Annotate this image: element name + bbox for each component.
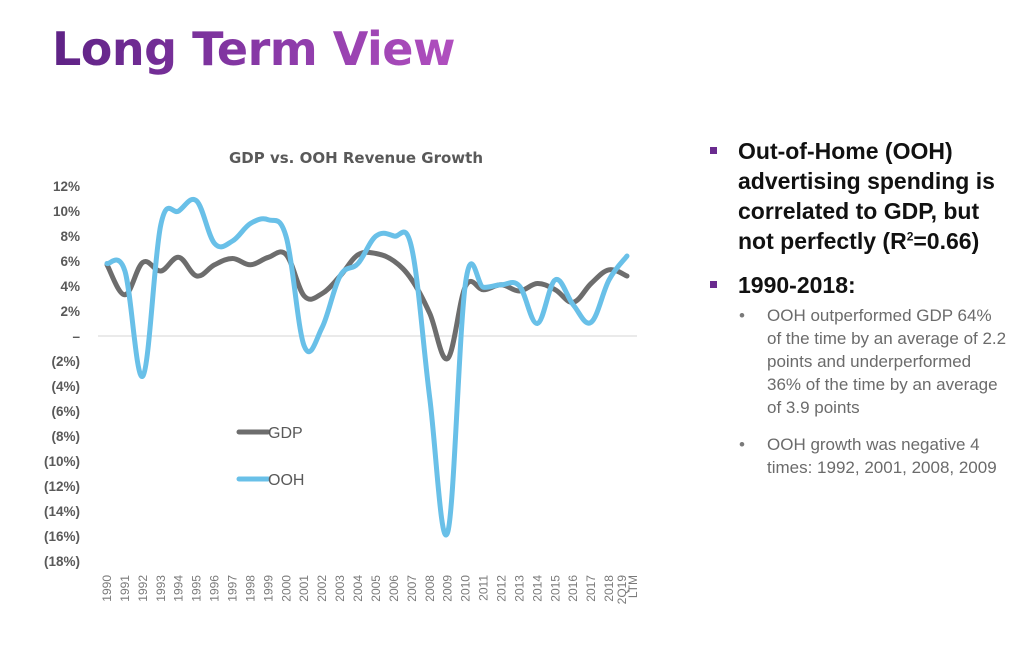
y-tick-label: 4%	[60, 279, 80, 294]
x-tick-label: 2002	[315, 575, 329, 602]
x-tick-label: 1999	[261, 575, 275, 602]
x-tick-label: 1994	[172, 575, 186, 602]
x-tick-label: 2014	[530, 575, 544, 602]
x-tick-label: 2012	[494, 575, 508, 602]
x-tick-label: 1996	[208, 575, 222, 602]
y-tick-label: 8%	[60, 229, 80, 244]
commentary-panel: Out-of-Home (OOH) advertising spending i…	[708, 136, 1008, 479]
x-tick-label: 1991	[118, 575, 132, 602]
y-tick-label: 12%	[53, 179, 80, 194]
x-tick-label: 2017	[584, 575, 598, 602]
y-tick-label: (2%)	[51, 354, 80, 369]
bullet-correlation: Out-of-Home (OOH) advertising spending i…	[708, 136, 1008, 256]
bullet-period: 1990-2018:	[708, 270, 1008, 300]
x-tick-label: 2011	[477, 575, 491, 601]
legend-item-ooh: OOH	[236, 472, 304, 489]
x-tick-label: 2003	[333, 575, 347, 602]
x-tick-label: LTM	[626, 575, 640, 598]
legend-item-gdp: GDP	[236, 425, 303, 442]
x-tick-label: 1990	[100, 575, 114, 602]
sub-bullet-text: OOH outperformed GDP 64% of the time by …	[767, 306, 1007, 417]
x-tick-label: 2010	[459, 575, 473, 602]
sub-bullet-outperformance: • OOH outperformed GDP 64% of the time b…	[737, 304, 1008, 419]
sub-bullet-text: OOH growth was negative 4 times: 1992, 2…	[767, 435, 997, 477]
y-tick-label: 6%	[60, 254, 80, 269]
legend-label-gdp: GDP	[268, 425, 303, 442]
series-line-gdp	[104, 249, 630, 362]
x-tick-label: 1998	[243, 575, 257, 602]
x-tick-label: 2015	[548, 575, 562, 602]
chart-legend: GDP OOH	[236, 425, 304, 489]
x-tick-label: 2007	[405, 575, 419, 602]
y-tick-label: (4%)	[51, 379, 80, 394]
x-tick-label: 2008	[423, 575, 437, 602]
y-tick-label: –	[72, 329, 80, 344]
x-tick-label: 1993	[154, 575, 168, 602]
y-tick-label: 2%	[60, 304, 80, 319]
line-chart: GDP vs. OOH Revenue Growth 12% 10% 8% 6% 4% 2…	[44, 149, 640, 605]
sub-bullet-negative-years: • OOH growth was negative 4 times: 1992,…	[737, 433, 1008, 479]
x-tick-label: 2004	[351, 575, 365, 602]
bullet-text: 1990-2018:	[738, 272, 856, 298]
y-tick-label: (18%)	[44, 554, 80, 569]
bullet-dot-icon: •	[739, 435, 745, 454]
x-axis-ticks: 1990 1991 1992 1993 1994 1995 1996 1997 1998 1999…	[100, 575, 640, 605]
bullet-text-end: =0.66)	[913, 228, 980, 254]
y-tick-label: (10%)	[44, 454, 80, 469]
x-tick-label: 1995	[190, 575, 204, 602]
x-tick-label: 2009	[441, 575, 455, 602]
bullet-square-icon	[710, 281, 717, 288]
x-tick-label: 2001	[297, 575, 311, 602]
y-tick-label: (12%)	[44, 479, 80, 494]
y-tick-label: (16%)	[44, 529, 80, 544]
x-tick-label: 2006	[387, 575, 401, 602]
y-tick-label: (8%)	[51, 429, 80, 444]
series-group	[104, 196, 630, 538]
x-tick-label: 2018	[602, 575, 616, 602]
superscript: 2	[906, 229, 914, 244]
bullet-dot-icon: •	[739, 306, 745, 325]
x-tick-label: 2016	[566, 575, 580, 602]
y-tick-label: (6%)	[51, 404, 80, 419]
y-tick-label: 10%	[53, 204, 80, 219]
chart-title: GDP vs. OOH Revenue Growth	[229, 149, 483, 167]
legend-label-ooh: OOH	[268, 472, 304, 489]
x-tick-label: 2005	[369, 575, 383, 602]
slide-title: Long Term View	[52, 22, 455, 76]
bullet-square-icon	[710, 147, 717, 154]
x-tick-label: 2000	[279, 575, 293, 602]
y-tick-label: (14%)	[44, 504, 80, 519]
x-tick-label: 1997	[226, 575, 240, 602]
series-line-ooh	[104, 196, 630, 538]
y-axis-ticks: 12% 10% 8% 6% 4% 2% – (2%) (4%) (6%) (8%) (10%) (12%…	[44, 179, 81, 569]
x-tick-label: 2013	[512, 575, 526, 602]
bullet-text: Out-of-Home (OOH) advertising spending i…	[738, 138, 995, 254]
x-tick-label: 2Q19	[615, 575, 629, 605]
x-tick-label: 1992	[136, 575, 150, 602]
